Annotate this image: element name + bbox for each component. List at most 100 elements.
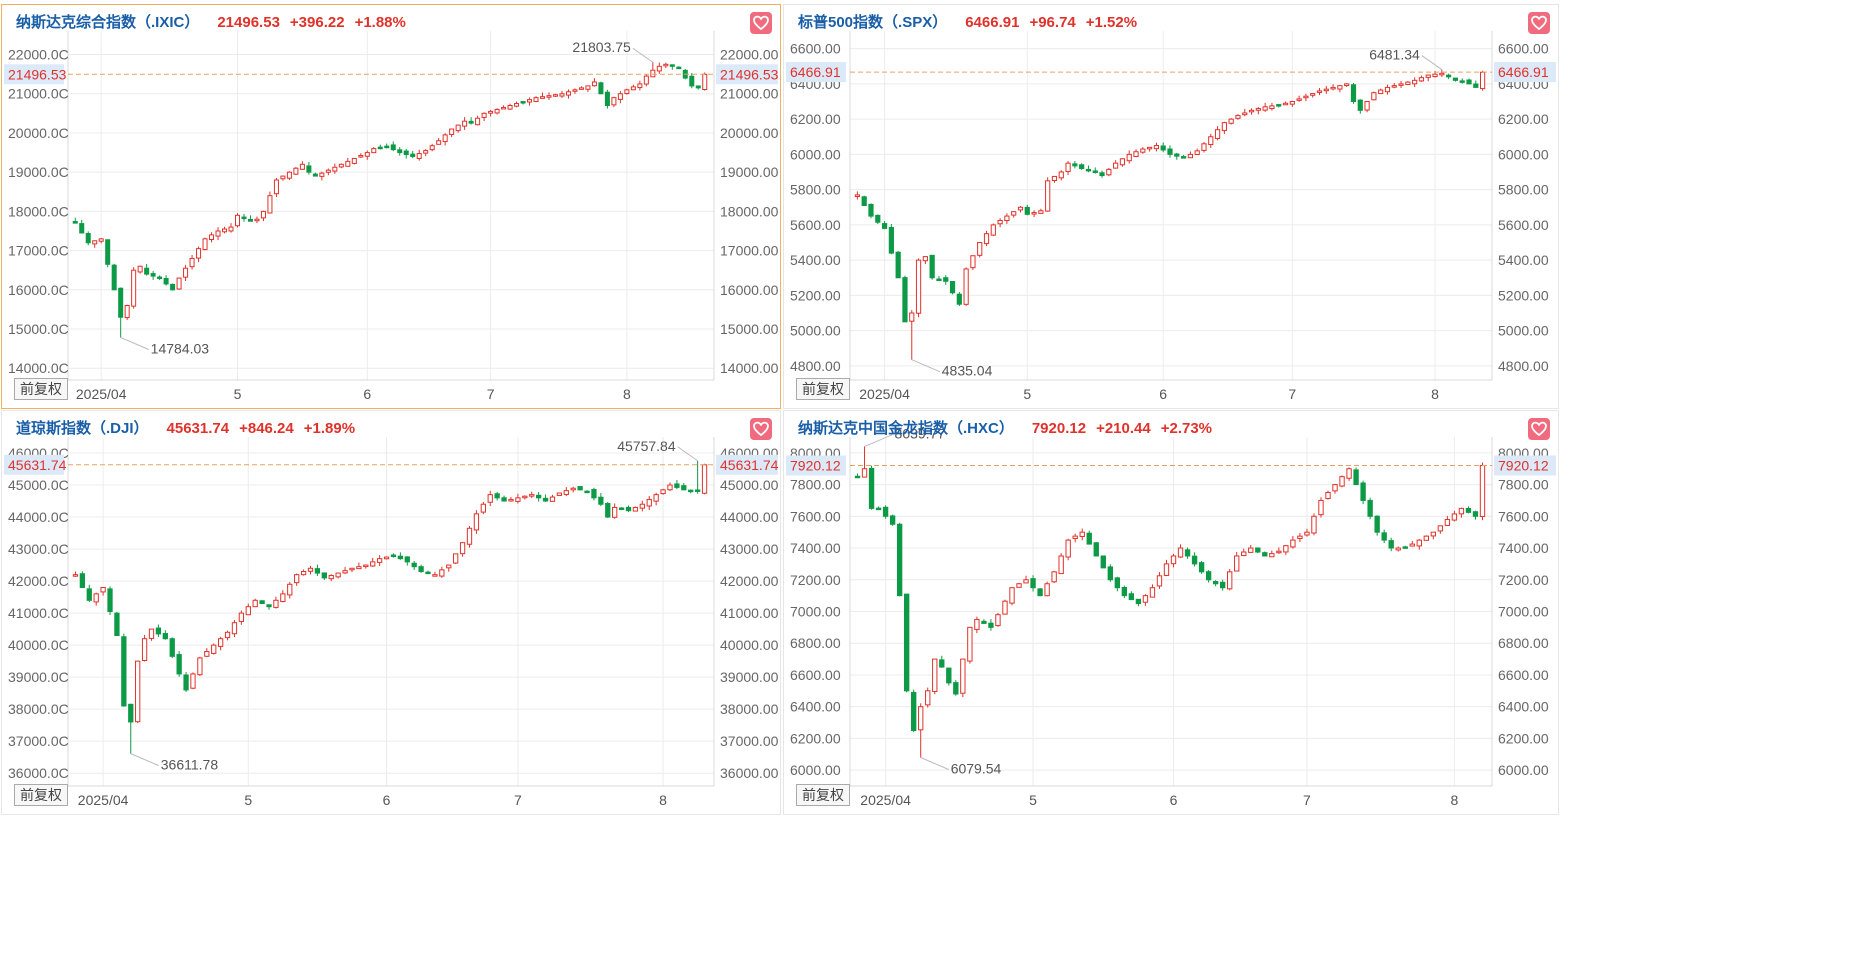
x-tick-label: 7 bbox=[487, 386, 495, 402]
adjust-mode-button[interactable]: 前复权 bbox=[14, 784, 68, 806]
chart-panel-ixic[interactable]: 14000.0C 14000.00 15000.0C 15000.00 16000.0C… bbox=[1, 4, 781, 409]
candle-up bbox=[183, 267, 189, 278]
low-annotation: 6079.54 bbox=[951, 761, 1002, 777]
candle-down bbox=[598, 496, 604, 505]
candle-up bbox=[1330, 86, 1336, 90]
index-name[interactable]: 纳斯达克综合指数（.IXIC） bbox=[16, 14, 200, 31]
candle-down bbox=[72, 221, 78, 224]
index-name[interactable]: 纳斯达克中国金龙指数（.HXC） bbox=[798, 420, 1014, 437]
y-tick-left: 43000.0C bbox=[8, 541, 69, 557]
candle-up bbox=[572, 89, 578, 92]
candle-down bbox=[403, 150, 409, 156]
favorite-heart-icon[interactable] bbox=[1528, 418, 1550, 440]
candle-up bbox=[559, 93, 565, 97]
y-tick-right: 20000.00 bbox=[720, 125, 779, 141]
candle-down bbox=[956, 293, 962, 305]
high-annotation: 6481.34 bbox=[1369, 47, 1420, 63]
candle-down bbox=[418, 566, 424, 572]
candle-up bbox=[453, 553, 459, 564]
x-tick-label: 7 bbox=[514, 792, 522, 808]
candle-down bbox=[1446, 74, 1452, 78]
candle-up bbox=[1276, 550, 1282, 554]
candle-up bbox=[234, 214, 241, 227]
candle-up bbox=[190, 673, 196, 689]
candle-up bbox=[370, 561, 376, 567]
candle-down bbox=[425, 571, 431, 575]
adjust-mode-button[interactable]: 前复权 bbox=[796, 378, 850, 400]
candle-up bbox=[202, 238, 208, 251]
x-tick-label: 7 bbox=[1303, 792, 1311, 808]
candle-up bbox=[1149, 587, 1156, 598]
price-tag-left: 21496.53 bbox=[8, 66, 67, 82]
candle-up bbox=[967, 626, 973, 662]
candle-down bbox=[674, 483, 680, 488]
candle-down bbox=[176, 654, 182, 675]
candle-down bbox=[535, 494, 542, 499]
candle-up bbox=[376, 558, 383, 563]
chart-panel-spx[interactable]: 4800.00 4800.00 5000.00 5000.00 5200.00 5200.… bbox=[783, 4, 1559, 409]
candle-up bbox=[1282, 102, 1289, 106]
candles bbox=[72, 460, 708, 754]
candle-up bbox=[1303, 95, 1309, 99]
candle-down bbox=[411, 562, 417, 568]
candle-up bbox=[1479, 465, 1486, 517]
candle-up bbox=[1479, 71, 1486, 90]
candle-down bbox=[144, 267, 150, 275]
candle-down bbox=[157, 276, 163, 280]
candle-up bbox=[1304, 531, 1310, 536]
candle-down bbox=[404, 556, 410, 563]
y-tick-right: 6400.00 bbox=[1498, 699, 1549, 715]
candle-up bbox=[449, 128, 455, 135]
candle-up bbox=[1011, 211, 1017, 216]
candle-up bbox=[1405, 81, 1411, 86]
candle-up bbox=[612, 506, 618, 518]
favorite-heart-icon[interactable] bbox=[1528, 12, 1550, 34]
index-price: 21496.53 bbox=[217, 14, 280, 31]
candle-up bbox=[960, 658, 966, 694]
candle-up bbox=[963, 268, 969, 305]
candle-up bbox=[643, 75, 649, 85]
candle-up bbox=[611, 97, 617, 106]
candle-up bbox=[1391, 85, 1397, 88]
candle-down bbox=[1473, 83, 1479, 88]
candle-up bbox=[364, 152, 370, 157]
chart-panel-hxc[interactable]: 6000.00 6000.00 6200.00 6200.00 6400.00 6400.… bbox=[783, 410, 1559, 815]
y-tick-left: 5600.00 bbox=[790, 217, 841, 233]
candle-up bbox=[1248, 109, 1255, 113]
candle-up bbox=[556, 492, 563, 496]
candle-down bbox=[577, 486, 583, 491]
candle-up bbox=[260, 210, 266, 219]
candle-up bbox=[578, 87, 584, 90]
favorite-heart-icon[interactable] bbox=[750, 12, 772, 34]
favorite-heart-icon[interactable] bbox=[750, 418, 772, 440]
y-tick-right: 36000.00 bbox=[720, 765, 779, 781]
candle-down bbox=[314, 568, 321, 574]
y-tick-right: 40000.00 bbox=[720, 637, 779, 653]
y-tick-left: 18000.0C bbox=[8, 203, 69, 219]
price-tag-left: 45631.74 bbox=[8, 457, 67, 473]
candle-up bbox=[1323, 88, 1329, 92]
candlestick-chart-dji: 36000.0C 36000.00 37000.0C 37000.00 38000.0C… bbox=[4, 437, 779, 808]
index-name[interactable]: 道琼斯指数（.DJI） bbox=[16, 420, 149, 437]
candle-up bbox=[549, 496, 556, 502]
y-tick-right: 6600.00 bbox=[1498, 41, 1549, 57]
candle-up bbox=[508, 498, 514, 502]
chart-panel-dji[interactable]: 36000.0C 36000.00 37000.0C 37000.00 38000.0C… bbox=[1, 410, 781, 815]
index-price: 45631.74 bbox=[166, 420, 230, 437]
price-tag-right: 45631.74 bbox=[720, 457, 779, 473]
high-annotation: 45757.84 bbox=[617, 438, 676, 454]
candle-up bbox=[176, 277, 182, 290]
adjust-mode-button[interactable]: 前复权 bbox=[796, 784, 850, 806]
candle-up bbox=[1201, 143, 1207, 151]
candle-up bbox=[1009, 587, 1015, 604]
candle-up bbox=[1002, 600, 1008, 615]
y-tick-right: 37000.00 bbox=[720, 733, 779, 749]
candle-up bbox=[72, 574, 79, 577]
adjust-mode-button[interactable]: 前复权 bbox=[14, 378, 68, 400]
y-tick-left: 6000.00 bbox=[790, 146, 841, 162]
candle-down bbox=[520, 101, 526, 104]
index-name[interactable]: 标普500指数（.SPX） bbox=[798, 14, 948, 31]
low-annotation-leader bbox=[920, 757, 949, 770]
candle-down bbox=[247, 218, 253, 222]
candle-down bbox=[150, 273, 156, 277]
